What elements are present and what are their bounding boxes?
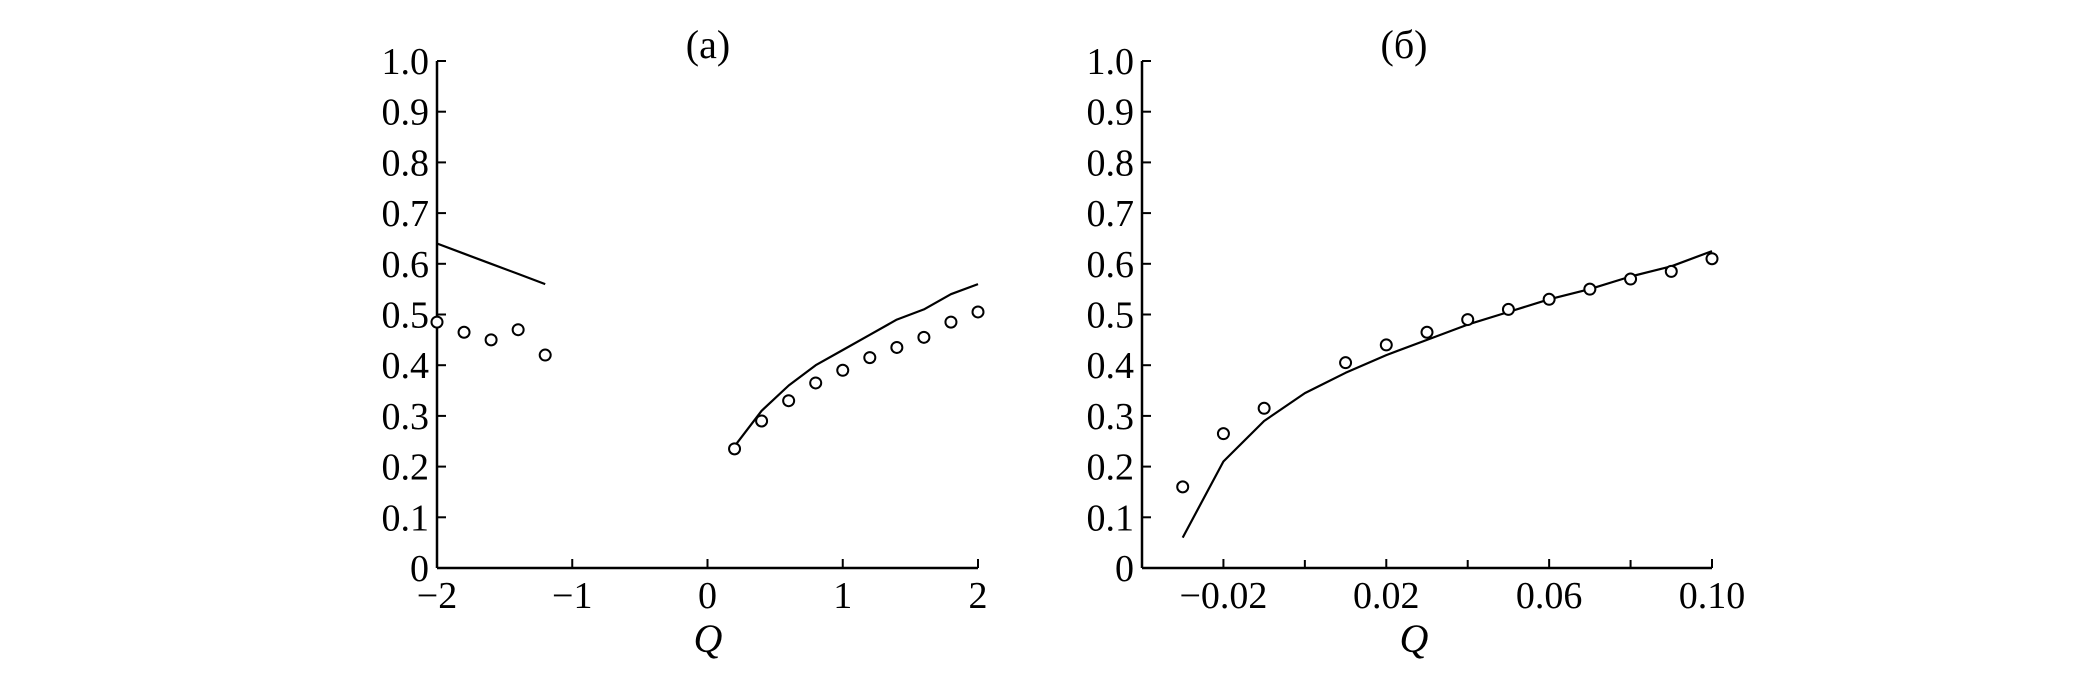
data-point [1501,302,1515,316]
data-point [917,330,931,344]
y-tick-label: 0.2 [1087,447,1135,489]
series-line [733,283,979,447]
y-tick-label: 1.0 [382,41,430,83]
y-tick-label: 0 [1115,548,1134,590]
data-point [890,340,904,354]
data-point [1216,427,1230,441]
y-tick-label: 0.4 [1087,345,1135,387]
x-tick-label: 1 [833,575,852,617]
x-tick-label: −0.02 [1179,575,1267,617]
series-line [436,242,546,286]
y-tick-label: 0.7 [382,193,430,235]
y-tick-label: 0.3 [1087,396,1135,438]
y-tick-label: 0.9 [382,92,430,134]
y-tick-label: 0.1 [1087,497,1135,539]
y-tick-label: 1.0 [1087,41,1135,83]
data-point [538,348,552,362]
y-tick-label: 0.1 [382,497,430,539]
data-point [944,315,958,329]
data-point [511,323,525,337]
data-point [728,442,742,456]
data-point [1379,338,1393,352]
chart-title: (б) [1381,22,1428,67]
data-point [782,394,796,408]
x-tick-label: 0.06 [1516,575,1583,617]
x-axis-label: Q [1400,616,1429,661]
y-tick-label: 0.8 [382,142,430,184]
data-point [836,363,850,377]
y-tick-label: 0.2 [382,447,430,489]
x-tick-label: 0 [698,575,717,617]
data-point [1176,480,1190,494]
data-point [1624,272,1638,286]
y-tick-label: 0.4 [382,345,430,387]
data-point [1339,356,1353,370]
data-point [971,305,985,319]
y-tick-label: 0.9 [1087,92,1135,134]
data-point [1583,282,1597,296]
data-point [484,333,498,347]
y-tick-label: 0.7 [1087,193,1135,235]
data-point [1664,264,1678,278]
data-point [755,414,769,428]
data-point [1461,313,1475,327]
data-point [863,351,877,365]
x-tick-label: −1 [552,575,592,617]
data-point [1420,325,1434,339]
x-tick-label: 2 [969,575,988,617]
series-line [1181,250,1713,539]
x-tick-label: 0.02 [1353,575,1420,617]
chart-panel-b: (б) Q 0 0.1 0.2 0.3 0.4 0.5 0.6 0.7 0.8 0.9 1.0 −0.… [1087,22,1746,661]
data-point [809,376,823,390]
y-tick-label: 0.6 [382,244,430,286]
y-tick-label: 0.5 [1087,295,1135,337]
x-axis-label: Q [694,616,723,661]
data-point [457,325,471,339]
x-tick-label: 0.10 [1679,575,1746,617]
chart-title: (a) [686,22,730,67]
chart-panel-a: (a) Q 0 0.1 0.2 0.3 0.4 0.5 0.6 0.7 0.8 0.9 1.0 −2 −… [382,22,988,661]
data-point [1705,252,1719,266]
y-tick-label: 0.6 [1087,244,1135,286]
y-tick-label: 0.8 [1087,142,1135,184]
y-tick-label: 0.3 [382,396,430,438]
y-tick-label: 0.5 [382,295,430,337]
x-tick-label: −2 [417,575,457,617]
y-tick-label: 0 [410,548,429,590]
data-point [1542,292,1556,306]
data-point [1257,401,1271,415]
data-point [430,315,444,329]
